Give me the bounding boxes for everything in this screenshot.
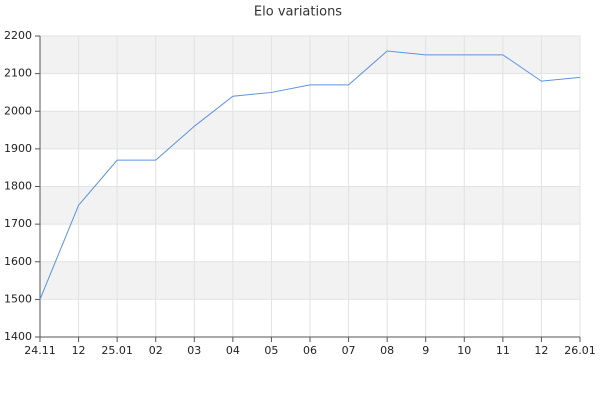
x-tick-label: 02 xyxy=(149,344,163,357)
y-tick-label: 2000 xyxy=(4,104,32,117)
x-tick-label: 11 xyxy=(496,344,510,357)
y-tick-label: 2200 xyxy=(4,29,32,42)
data-line xyxy=(39,50,581,300)
x-tick-label: 05 xyxy=(264,344,278,357)
chart-title: Elo variations xyxy=(254,5,342,20)
x-tick-label: 04 xyxy=(226,344,240,357)
x-tick-label: 06 xyxy=(303,344,317,357)
x-tick-label: 10 xyxy=(457,344,471,357)
x-tick-label: 9 xyxy=(422,344,429,357)
y-tick-label: 1900 xyxy=(4,142,32,155)
x-tick-label: 07 xyxy=(342,344,356,357)
x-tick-label: 12 xyxy=(534,344,548,357)
x-tick-label: 24.11 xyxy=(24,344,56,357)
y-tick-label: 1400 xyxy=(4,330,32,343)
y-tick-label: 1700 xyxy=(4,217,32,230)
x-tick-label: 12 xyxy=(72,344,86,357)
y-tick-label: 1600 xyxy=(4,255,32,268)
y-tick-label: 2100 xyxy=(4,67,32,80)
x-tick-label: 03 xyxy=(187,344,201,357)
y-tick-label: 1800 xyxy=(4,180,32,193)
x-tick-label: 25.01 xyxy=(101,344,133,357)
x-tick-label: 08 xyxy=(380,344,394,357)
x-tick-label: 26.01 xyxy=(564,344,596,357)
y-tick-label: 1500 xyxy=(4,292,32,305)
